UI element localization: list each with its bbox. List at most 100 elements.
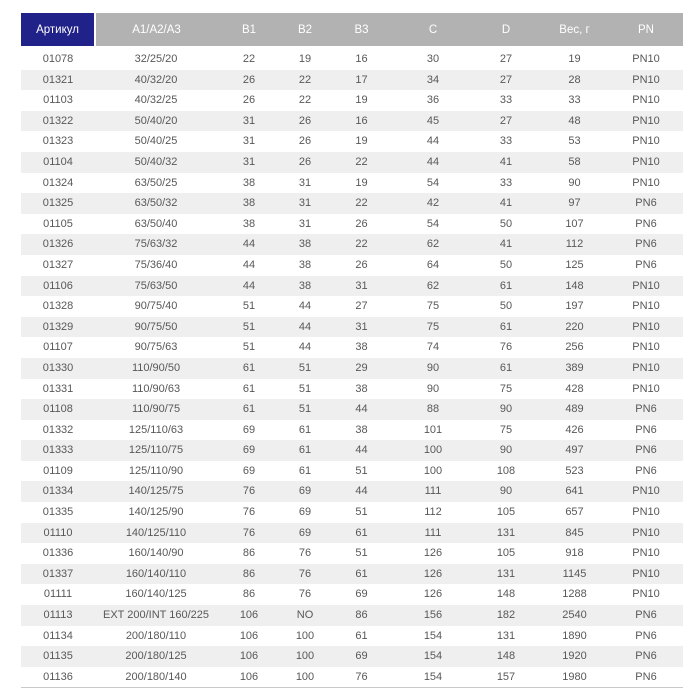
cell-b1: 76 <box>242 526 256 539</box>
cell-a1-a2-a3: 125/110/75 <box>128 444 184 457</box>
cell-d: 75 <box>499 382 513 395</box>
table-row: 01325 63/50/32 38 31 22 42 41 97 PN6 <box>21 193 683 214</box>
cell-d: 105 <box>496 506 516 519</box>
cell-pn: PN10 <box>632 588 660 601</box>
cell-b2: 44 <box>298 320 312 333</box>
cell-b2: 38 <box>298 258 312 271</box>
cell-b3: 61 <box>355 567 368 580</box>
table-body: 01078 32/25/20 22 19 16 30 27 19 PN10 01321 40/32/… <box>21 47 683 689</box>
cell-a1-a2-a3: 200/180/140 <box>95 666 217 689</box>
cell-a1-a2-a3: 160/140/110 <box>125 567 187 580</box>
cell-article: 01113 <box>43 609 73 622</box>
cell-b1: 44 <box>242 279 256 292</box>
cell-article: 01111 <box>43 588 73 601</box>
cell-b3: 69 <box>355 588 368 601</box>
cell-b1: 26 <box>242 73 256 86</box>
cell-b1: 31 <box>242 155 256 168</box>
cell-d: 41 <box>499 155 513 168</box>
table-row: 01324 63/50/25 38 31 19 54 33 90 PN10 <box>21 172 683 194</box>
cell-d: 27 <box>499 114 513 127</box>
cell-b3: 69 <box>355 650 368 663</box>
cell-c: 126 <box>423 567 443 580</box>
cell-d: 33 <box>499 135 513 148</box>
cell-b2: 100 <box>295 650 315 663</box>
cell-b3: 22 <box>355 197 368 210</box>
cell-b1: 51 <box>242 320 256 333</box>
cell-weight-g: 107 <box>565 217 584 230</box>
cell-pn: PN6 <box>635 629 657 642</box>
table-row: 01336 160/140/90 86 76 51 126 105 918 PN10 <box>21 543 683 564</box>
cell-a1-a2-a3: 63/50/25 <box>134 176 178 189</box>
table-row: 01134 200/180/110 106 100 61 154 131 1890 PN6 <box>21 625 683 647</box>
table-row: 01107 90/75/63 51 44 38 74 76 256 PN10 <box>21 337 683 358</box>
cell-b1: 61 <box>242 403 256 416</box>
cell-a1-a2-a3: 125/110/63 <box>128 423 184 436</box>
cell-a1-a2-a3: 110/90/50 <box>131 361 181 374</box>
cell-a1-a2-a3: 90/75/50 <box>134 320 178 333</box>
cell-a1-a2-a3: 75/36/40 <box>134 258 178 271</box>
cell-b3: 61 <box>355 629 368 642</box>
cell-b3: 16 <box>355 114 368 127</box>
cell-a1-a2-a3: 90/75/63 <box>134 341 178 354</box>
cell-pn: PN10 <box>632 135 660 148</box>
cell-c: 36 <box>426 94 440 107</box>
cell-b2: 61 <box>298 444 312 457</box>
cell-a1-a2-a3: 40/32/20 <box>134 73 178 86</box>
table-row: 01111 160/140/125 86 76 69 126 148 1288 PN10 <box>21 584 683 606</box>
cell-b1: 69 <box>242 423 256 436</box>
cell-pn: PN10 <box>632 361 660 374</box>
cell-article: 01103 <box>43 94 73 107</box>
cell-d: 182 <box>496 609 516 622</box>
cell-b1: 22 <box>242 53 256 65</box>
cell-pn: PN10 <box>632 94 660 107</box>
table-row: 01331 110/90/63 61 51 38 90 75 428 PN10 <box>21 378 683 400</box>
cell-a1-a2-a3: 140/125/90 <box>128 506 184 519</box>
cell-b2: 51 <box>298 403 312 416</box>
cell-weight-g: 657 <box>565 506 584 519</box>
cell-weight-g: 48 <box>568 114 581 127</box>
cell-d: 90 <box>499 444 513 457</box>
cell-b2: 69 <box>298 506 312 519</box>
cell-b1: 106 <box>239 629 259 642</box>
cell-b2: 26 <box>298 114 312 127</box>
cell-pn: PN10 <box>632 567 660 580</box>
cell-b1: 44 <box>242 258 256 271</box>
cell-b3: 19 <box>355 94 368 107</box>
cell-c: 44 <box>426 135 440 148</box>
table-row: 01326 75/63/32 44 38 22 62 41 112 PN6 <box>21 234 683 255</box>
cell-weight-g: 428 <box>565 382 584 395</box>
cell-article: 01078 <box>42 53 74 65</box>
cell-weight-g: 197 <box>565 300 584 313</box>
cell-article: 01107 <box>43 341 73 354</box>
cell-weight-g: 641 <box>565 485 584 498</box>
cell-c: 111 <box>424 526 442 539</box>
cell-c: 126 <box>423 588 443 601</box>
table-row: 01108 110/90/75 61 51 44 88 90 489 PN6 <box>21 399 683 420</box>
column-header-d: D <box>472 13 540 49</box>
cell-b3: 16 <box>355 53 368 65</box>
cell-a1-a2-a3: 50/40/20 <box>134 114 178 127</box>
cell-pn: PN10 <box>632 53 660 65</box>
cell-c: 154 <box>423 629 443 642</box>
cell-b2: 76 <box>298 567 312 580</box>
column-header-weight-g: Вес, г <box>540 13 609 49</box>
cell-weight-g: 426 <box>565 423 584 436</box>
cell-c: 54 <box>426 176 440 189</box>
table-row: 01106 75/63/50 44 38 31 62 61 148 PN10 <box>21 275 683 297</box>
cell-d: 75 <box>499 423 513 436</box>
cell-b3: 27 <box>355 300 368 313</box>
cell-weight-g: 2540 <box>562 609 587 622</box>
cell-d: 148 <box>496 650 516 663</box>
cell-b1: 69 <box>242 464 256 477</box>
cell-b3: 19 <box>355 135 368 148</box>
cell-a1-a2-a3: 75/63/50 <box>134 279 178 292</box>
table-row: 01136 200/180/140 106 100 76 154 157 1980 PN6 <box>21 666 683 689</box>
cell-article: 01335 <box>42 506 74 519</box>
cell-c: 90 <box>426 382 440 395</box>
cell-article: 01324 <box>42 176 74 189</box>
cell-d: 41 <box>499 197 513 210</box>
cell-pn: PN10 <box>632 300 660 313</box>
cell-c: 42 <box>426 197 440 210</box>
cell-a1-a2-a3: 75/63/32 <box>134 238 178 251</box>
